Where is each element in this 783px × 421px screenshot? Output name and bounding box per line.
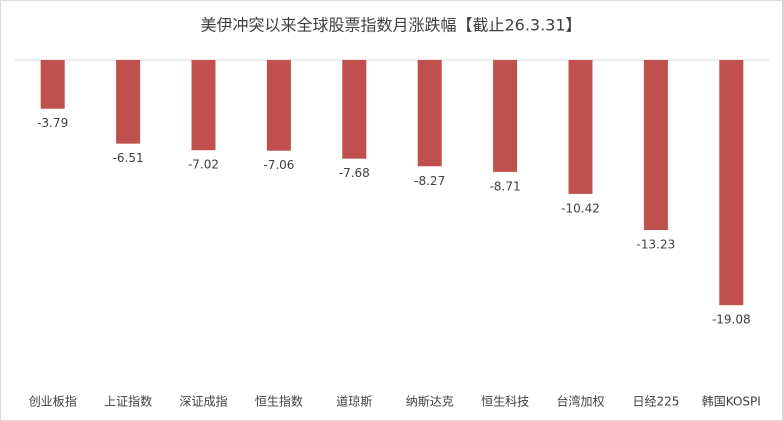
bar [116,60,141,144]
x-tick-label: 上证指数 [104,394,152,409]
bar [40,60,65,109]
x-tick-label: 恒生科技 [481,395,529,409]
value-label: -8.71 [490,179,521,193]
bar [342,60,367,159]
bar [568,60,593,194]
bar [417,60,442,167]
bar [266,60,291,151]
bar [493,60,518,172]
x-tick-label: 日经225 [632,395,679,409]
value-label: -8.27 [414,174,445,188]
value-label: -7.68 [339,166,370,180]
value-label: -7.06 [263,158,294,172]
x-tick-label: 道琼斯 [336,394,372,409]
value-label: -6.51 [113,151,144,165]
x-tick-label: 创业板指 [29,394,77,409]
x-tick-label: 台湾加权 [556,394,604,409]
x-tick-label: 纳斯达克 [406,395,454,409]
value-label: -10.42 [561,201,600,215]
x-tick-label: 深证成指 [179,394,227,409]
x-tick-label: 恒生指数 [255,394,303,409]
value-label: -19.08 [712,313,751,327]
bar [719,60,744,306]
value-label: -13.23 [637,238,676,252]
chart-title: 美伊冲突以来全球股票指数月涨跌幅【截止26.3.31】 [200,16,581,35]
bar [191,60,216,151]
x-tick-label: 韩国KOSPI [702,394,761,409]
bar [643,60,668,231]
value-label: -3.79 [37,116,68,130]
value-label: -7.02 [188,158,219,172]
